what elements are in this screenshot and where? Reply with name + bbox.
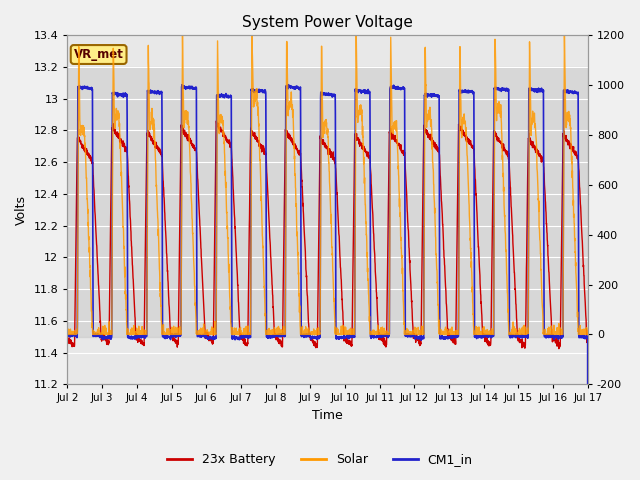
Title: System Power Voltage: System Power Voltage [242,15,413,30]
X-axis label: Time: Time [312,409,343,422]
Bar [67,67,588,336]
Legend: 23x Battery, Solar, CM1_in: 23x Battery, Solar, CM1_in [163,448,477,471]
Y-axis label: Volts: Volts [15,195,28,225]
Text: VR_met: VR_met [74,48,124,61]
